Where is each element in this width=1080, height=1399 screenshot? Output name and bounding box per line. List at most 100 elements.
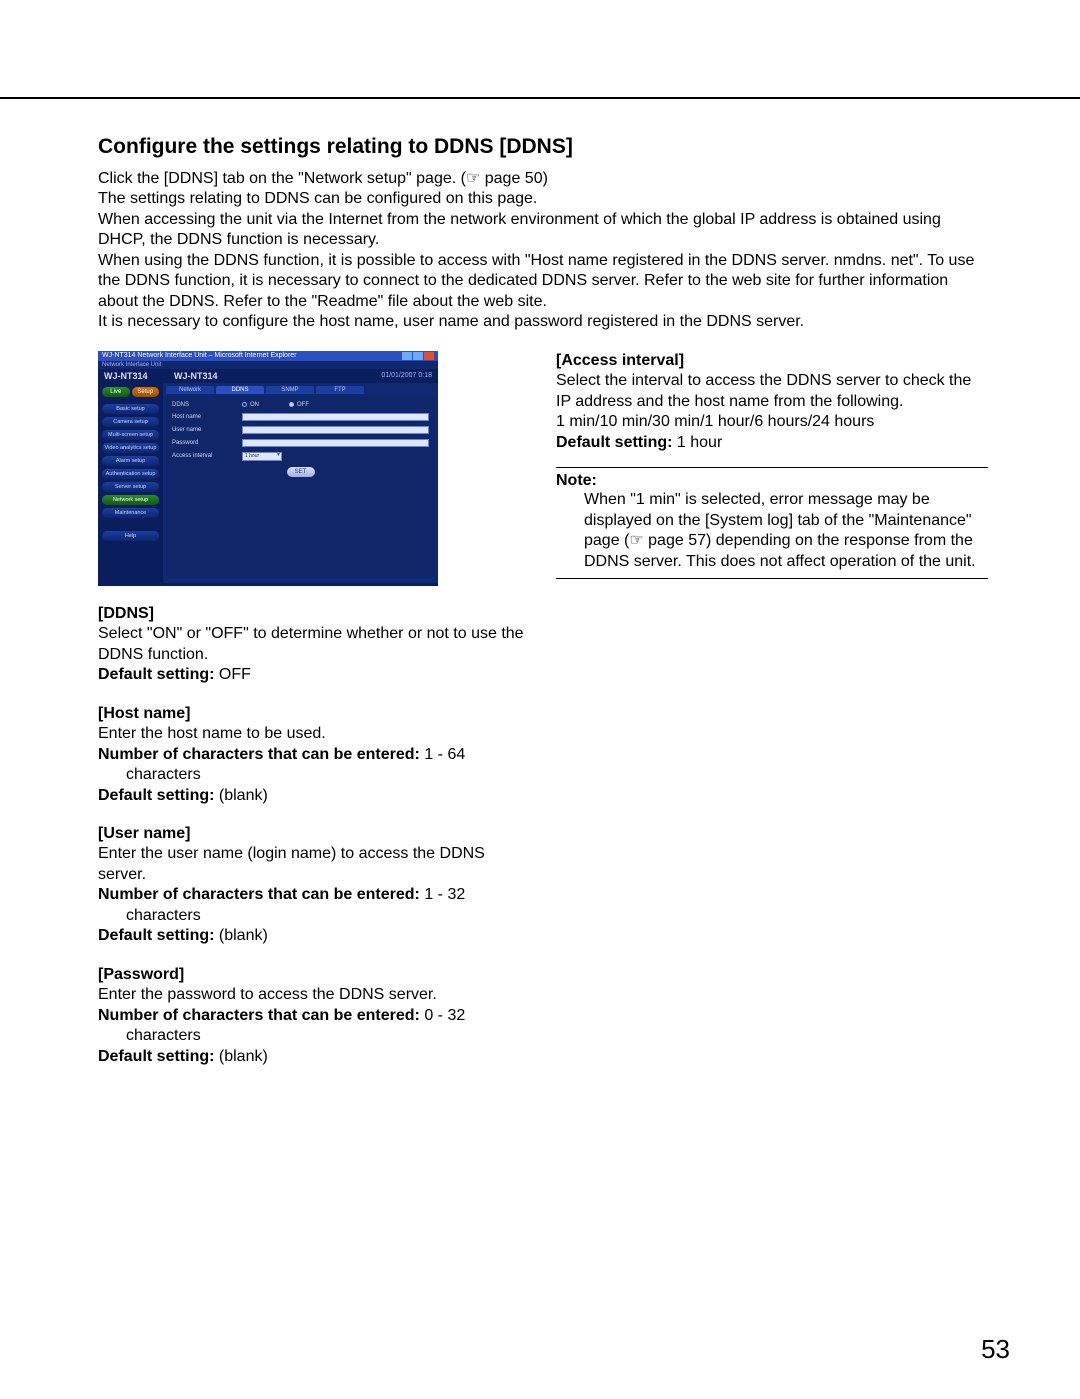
input-username[interactable]: [242, 426, 429, 434]
row-hostname: Host name: [172, 413, 429, 421]
tabs: Network DDNS SNMP FTP: [163, 383, 438, 394]
select-access-interval[interactable]: 1 hour: [242, 452, 282, 461]
section-access-interval-default-label: Default setting:: [556, 434, 672, 451]
app-header: WJ-NT314 WJ-NT314 01/01/2007 0:18: [98, 369, 438, 383]
setup-button[interactable]: Setup: [132, 387, 160, 397]
sidebar-item-camera[interactable]: Camera setup: [102, 417, 159, 427]
row-ddns: DDNS ON OFF: [172, 402, 429, 408]
right-column: [Access interval] Select the interval to…: [556, 351, 988, 1067]
section-password-chars-unit: characters: [98, 1026, 530, 1046]
content-area: Configure the settings relating to DDNS …: [98, 135, 988, 1067]
note-top-rule: [556, 467, 988, 468]
section-hostname-body: Enter the host name to be used.: [98, 724, 530, 744]
sidebar-item-auth[interactable]: Authentication setup: [102, 469, 159, 479]
app-body: Live Setup Basic setup Camera setup Mult…: [98, 383, 438, 583]
intro-5: It is necessary to configure the host na…: [98, 312, 988, 332]
section-access-interval-body: Select the interval to access the DDNS s…: [556, 371, 988, 412]
timestamp: 01/01/2007 0:18: [381, 372, 432, 379]
section-ddns-hd: [DDNS]: [98, 604, 530, 624]
screenshot: WJ-NT314 Network Interface Unit – Micros…: [98, 351, 438, 586]
sidebar-item-alarm[interactable]: Alarm setup: [102, 456, 159, 466]
live-button[interactable]: Live: [102, 387, 130, 397]
left-column: WJ-NT314 Network Interface Unit – Micros…: [98, 351, 530, 1067]
intro-1: Click the [DDNS] tab on the "Network set…: [98, 169, 988, 189]
row-username: User name: [172, 426, 429, 434]
label-hostname: Host name: [172, 414, 242, 420]
intro-2: The settings relating to DDNS can be con…: [98, 189, 988, 209]
window-subbar: Network Interface Unit: [98, 361, 438, 369]
tab-ddns[interactable]: DDNS: [216, 386, 264, 394]
sidebar-item-basic[interactable]: Basic setup: [102, 404, 159, 414]
set-button[interactable]: SET: [287, 467, 315, 477]
note-heading: Note:: [556, 472, 988, 490]
section-hostname-chars-unit: characters: [98, 765, 530, 785]
radio-on[interactable]: ON: [242, 402, 259, 408]
section-username-chars-label: Number of characters that can be entered…: [98, 886, 420, 903]
label-username: User name: [172, 427, 242, 433]
intro-4: When using the DDNS function, it is poss…: [98, 251, 988, 312]
input-hostname[interactable]: [242, 413, 429, 421]
section-access-interval: [Access interval] Select the interval to…: [556, 351, 988, 453]
section-ddns-default-label: Default setting:: [98, 666, 214, 683]
section-username-default-value: (blank): [214, 927, 267, 944]
note-bottom-rule: [556, 578, 988, 579]
section-hostname-hd: [Host name]: [98, 704, 530, 724]
section-password: [Password] Enter the password to access …: [98, 965, 530, 1067]
radio-off-label: OFF: [297, 402, 309, 408]
section-access-interval-default-value: 1 hour: [672, 434, 722, 451]
ddns-radio-group: ON OFF: [242, 402, 309, 408]
section-password-default-value: (blank): [214, 1048, 267, 1065]
section-access-interval-options: 1 min/10 min/30 min/1 hour/6 hours/24 ho…: [556, 412, 988, 432]
mode-buttons: Live Setup: [102, 387, 159, 397]
section-password-body: Enter the password to access the DDNS se…: [98, 985, 530, 1005]
page: Configure the settings relating to DDNS …: [0, 0, 1080, 1399]
section-hostname-default-value: (blank): [214, 787, 267, 804]
close-icon[interactable]: [424, 352, 434, 360]
section-username-body: Enter the user name (login name) to acce…: [98, 844, 530, 885]
sidebar-item-maintenance[interactable]: Maintenance: [102, 508, 159, 518]
input-password[interactable]: [242, 439, 429, 447]
form-panel: DDNS ON OFF Host name: [166, 396, 435, 576]
label-access-interval: Access interval: [172, 453, 242, 459]
sidebar-item-help[interactable]: Help: [102, 531, 159, 541]
section-hostname-chars-value: 1 - 64: [420, 746, 465, 763]
section-password-default-label: Default setting:: [98, 1048, 214, 1065]
intro-3: When accessing the unit via the Internet…: [98, 210, 988, 251]
section-username-default-label: Default setting:: [98, 927, 214, 944]
sidebar: Live Setup Basic setup Camera setup Mult…: [98, 383, 163, 583]
sidebar-item-video-analytics[interactable]: Video analytics setup: [102, 443, 159, 453]
sidebar-item-server[interactable]: Server setup: [102, 482, 159, 492]
section-hostname: [Host name] Enter the host name to be us…: [98, 704, 530, 806]
main-panel: Network DDNS SNMP FTP DDNS ON: [163, 383, 438, 583]
model-label-left: WJ-NT314: [104, 371, 148, 381]
section-hostname-default-label: Default setting:: [98, 787, 214, 804]
section-ddns-default-value: OFF: [214, 666, 250, 683]
maximize-icon[interactable]: [413, 352, 423, 360]
sidebar-item-multiscreen[interactable]: Multi-screen setup: [102, 430, 159, 440]
tab-network[interactable]: Network: [166, 386, 214, 394]
radio-off[interactable]: OFF: [289, 402, 309, 408]
section-hostname-chars-label: Number of characters that can be entered…: [98, 746, 420, 763]
tab-ftp[interactable]: FTP: [316, 386, 364, 394]
minimize-icon[interactable]: [402, 352, 412, 360]
row-password: Password: [172, 439, 429, 447]
page-heading: Configure the settings relating to DDNS …: [98, 135, 988, 159]
section-username-chars-unit: characters: [98, 906, 530, 926]
label-ddns: DDNS: [172, 402, 242, 408]
window-title: WJ-NT314 Network Interface Unit – Micros…: [102, 352, 297, 360]
section-access-interval-hd: [Access interval]: [556, 351, 988, 371]
top-rule: [0, 97, 1080, 99]
radio-on-label: ON: [250, 402, 259, 408]
section-password-chars-value: 0 - 32: [420, 1007, 465, 1024]
tab-snmp[interactable]: SNMP: [266, 386, 314, 394]
sidebar-item-network[interactable]: Network setup: [102, 495, 159, 505]
note-body: When "1 min" is selected, error message …: [556, 490, 988, 572]
window-titlebar: WJ-NT314 Network Interface Unit – Micros…: [98, 351, 438, 361]
window-buttons: [402, 352, 434, 360]
two-column-layout: WJ-NT314 Network Interface Unit – Micros…: [98, 351, 988, 1067]
section-ddns: [DDNS] Select "ON" or "OFF" to determine…: [98, 604, 530, 686]
section-ddns-body: Select "ON" or "OFF" to determine whethe…: [98, 624, 530, 665]
section-password-chars-label: Number of characters that can be entered…: [98, 1007, 420, 1024]
label-password: Password: [172, 440, 242, 446]
section-username: [User name] Enter the user name (login n…: [98, 824, 530, 947]
